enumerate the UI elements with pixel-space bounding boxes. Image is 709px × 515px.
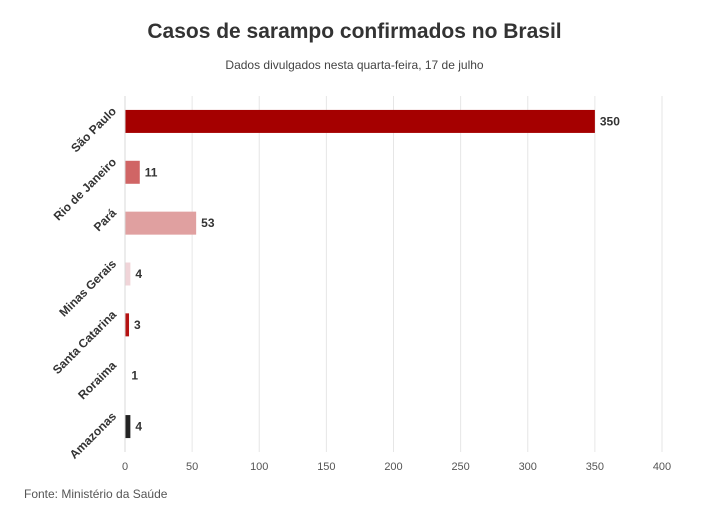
- category-label: Pará: [91, 206, 120, 235]
- bar: [125, 109, 595, 133]
- bar: [125, 313, 130, 337]
- x-tick-label: 250: [451, 461, 469, 473]
- category-label: São Paulo: [68, 104, 119, 155]
- x-tick-label: 400: [653, 461, 671, 473]
- data-label: 11: [145, 165, 158, 179]
- x-tick-label: 150: [317, 461, 335, 473]
- category-label: Amazonas: [67, 409, 120, 462]
- category-label: Roraima: [75, 358, 119, 402]
- data-label: 350: [600, 114, 620, 128]
- bar: [125, 160, 140, 184]
- x-tick-label: 300: [519, 461, 537, 473]
- source-note: Fonte: Ministério da Saúde: [24, 487, 168, 501]
- x-tick-label: 350: [586, 461, 604, 473]
- data-label: 4: [135, 267, 142, 281]
- x-tick-label: 50: [186, 461, 198, 473]
- x-axis-ticks: 0 50 100 150 200 250 300 350 400: [122, 461, 671, 473]
- data-label: 1: [131, 369, 138, 383]
- data-labels: 350 11 53 4 3 1 4: [131, 114, 620, 433]
- data-label: 4: [135, 420, 142, 434]
- bar: [125, 364, 127, 388]
- data-label: 53: [201, 216, 215, 230]
- x-tick-label: 0: [122, 461, 128, 473]
- x-tick-label: 100: [250, 461, 268, 473]
- chart-title: Casos de sarampo confirmados no Brasil: [147, 20, 562, 43]
- x-tick-label: 200: [384, 461, 402, 473]
- bars: [125, 109, 595, 439]
- chart-subtitle: Dados divulgados nesta quarta-feira, 17 …: [225, 58, 484, 72]
- bar: [125, 211, 197, 235]
- bar: [125, 262, 131, 286]
- grid-lines: [191, 96, 663, 452]
- bar: [125, 415, 131, 439]
- data-label: 3: [134, 318, 141, 332]
